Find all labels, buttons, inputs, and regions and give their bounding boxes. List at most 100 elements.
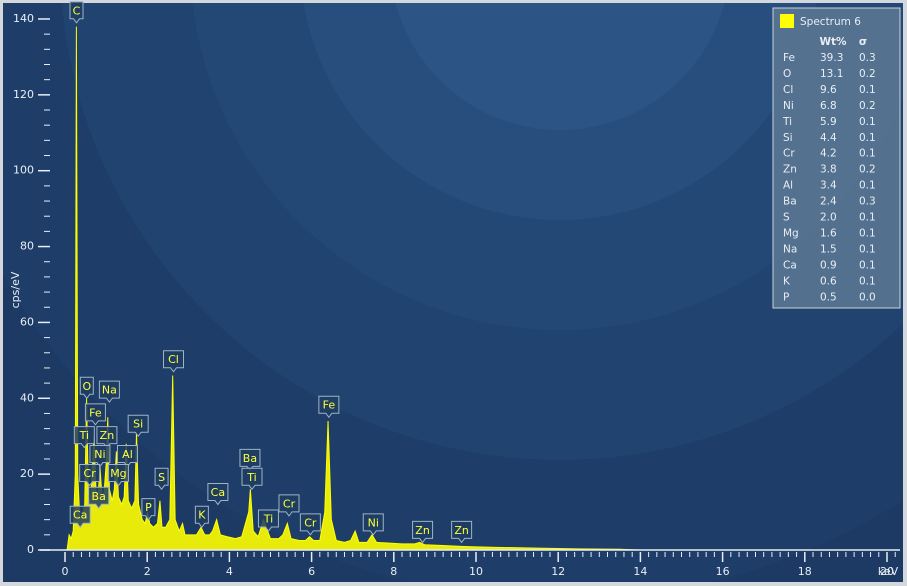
element: O (783, 68, 791, 80)
sigma: 0.3 (859, 52, 876, 64)
weight-percent: 9.6 (820, 84, 837, 96)
weight-percent: 2.0 (820, 212, 837, 224)
peak-label-box (207, 482, 229, 506)
sigma: 0.1 (859, 84, 876, 96)
peak-label: Na (102, 384, 117, 397)
element: Al (783, 180, 793, 192)
x-tick-label: 16 (716, 565, 730, 578)
peak-label: Cr (283, 497, 296, 510)
peak-label: O (82, 380, 91, 393)
y-tick-label: 40 (20, 391, 34, 404)
peak-label: Cr (84, 467, 97, 480)
element: K (783, 275, 791, 287)
sigma: 0.1 (859, 275, 876, 287)
element: S (783, 212, 790, 224)
y-tick-label: 120 (13, 88, 34, 101)
sigma: 0.1 (859, 180, 876, 192)
peak-label-box (163, 350, 185, 373)
peak-label: Ba (243, 452, 257, 465)
element: Ba (783, 196, 797, 208)
peak-label: Mg (110, 467, 126, 480)
peak-label: Zn (100, 429, 115, 442)
peak-label-box (73, 426, 95, 449)
peak-label-box (194, 505, 209, 529)
sigma: 0.2 (859, 164, 876, 176)
weight-percent: 3.8 (820, 164, 837, 176)
x-tick-label: 10 (469, 565, 483, 578)
weight-percent: 6.8 (820, 100, 837, 112)
x-tick-label: 12 (551, 565, 565, 578)
legend-swatch (780, 14, 794, 28)
sigma: 0.3 (859, 196, 876, 208)
sigma: 0.2 (859, 68, 876, 80)
peak-label: Fe (89, 406, 102, 419)
weight-percent: 0.5 (820, 291, 837, 303)
sigma: 0.1 (859, 243, 876, 255)
peak-label: Ni (94, 448, 105, 461)
weight-percent: 4.4 (820, 132, 837, 144)
peak-label-box (79, 464, 101, 487)
y-axis-label: cps/eV (9, 271, 22, 308)
peak-label-box (79, 376, 94, 400)
legend-title: Spectrum 6 (800, 16, 861, 28)
element: Mg (783, 227, 799, 239)
sigma: 0.1 (859, 148, 876, 160)
peak-label: C (73, 4, 81, 17)
peak-label-box (299, 513, 321, 536)
weight-percent: 3.4 (820, 180, 837, 192)
x-tick-label: 6 (308, 565, 315, 578)
peak-label: Ni (368, 516, 379, 529)
peak-label-box (241, 467, 263, 491)
weight-percent: 0.9 (820, 259, 837, 271)
table-header: Wt% (819, 36, 847, 48)
y-tick-label: 80 (20, 240, 34, 253)
x-tick-label: 14 (633, 565, 647, 578)
element: Ca (783, 259, 797, 271)
legend-box (772, 7, 901, 309)
peak-label-box (89, 445, 111, 468)
peak-label: S (158, 471, 165, 484)
peak-label-box (69, 1, 84, 24)
peak-label-box (107, 464, 129, 487)
peak-label-box (278, 494, 300, 517)
sigma: 0.1 (859, 227, 876, 239)
x-tick-label: 2 (144, 565, 151, 578)
peak-label: Ca (73, 509, 87, 522)
sigma: 0.1 (859, 132, 876, 144)
y-tick-label: 0 (27, 543, 34, 556)
y-tick-label: 100 (13, 164, 34, 177)
weight-percent: 5.9 (820, 116, 837, 128)
element: Na (783, 243, 797, 255)
peak-label: Ba (92, 490, 106, 503)
peak-label-box (154, 467, 169, 491)
weight-percent: 1.6 (820, 227, 837, 239)
element: Cl (783, 84, 793, 96)
peak-label-box (84, 403, 106, 426)
peak-label: Ti (246, 471, 256, 484)
sigma: 0.0 (859, 291, 876, 303)
weight-percent: 1.5 (820, 243, 837, 255)
peak-label: Cr (304, 516, 317, 529)
y-tick-label: 60 (20, 315, 34, 328)
y-tick-label: 140 (13, 12, 34, 25)
peak-label-box (318, 395, 340, 419)
peak-label-box (362, 513, 384, 536)
sigma: 0.1 (859, 259, 876, 271)
peak-label: Zn (415, 524, 430, 537)
x-tick-label: 4 (226, 565, 233, 578)
x-tick-label: 20 (880, 565, 894, 578)
x-axis-label: keV (878, 565, 899, 578)
peak-label-box (127, 414, 149, 438)
peak-label-box (88, 486, 110, 510)
peak-label: Al (122, 448, 133, 461)
x-tick-label: 18 (798, 565, 812, 578)
peak-label-box (451, 520, 473, 544)
peak-label-box (69, 505, 91, 529)
peak-label: Fe (323, 399, 336, 412)
element: Si (783, 132, 793, 144)
peak-label-box (98, 380, 120, 403)
peak-label-box (412, 520, 434, 544)
peak-label: Zn (454, 524, 469, 537)
